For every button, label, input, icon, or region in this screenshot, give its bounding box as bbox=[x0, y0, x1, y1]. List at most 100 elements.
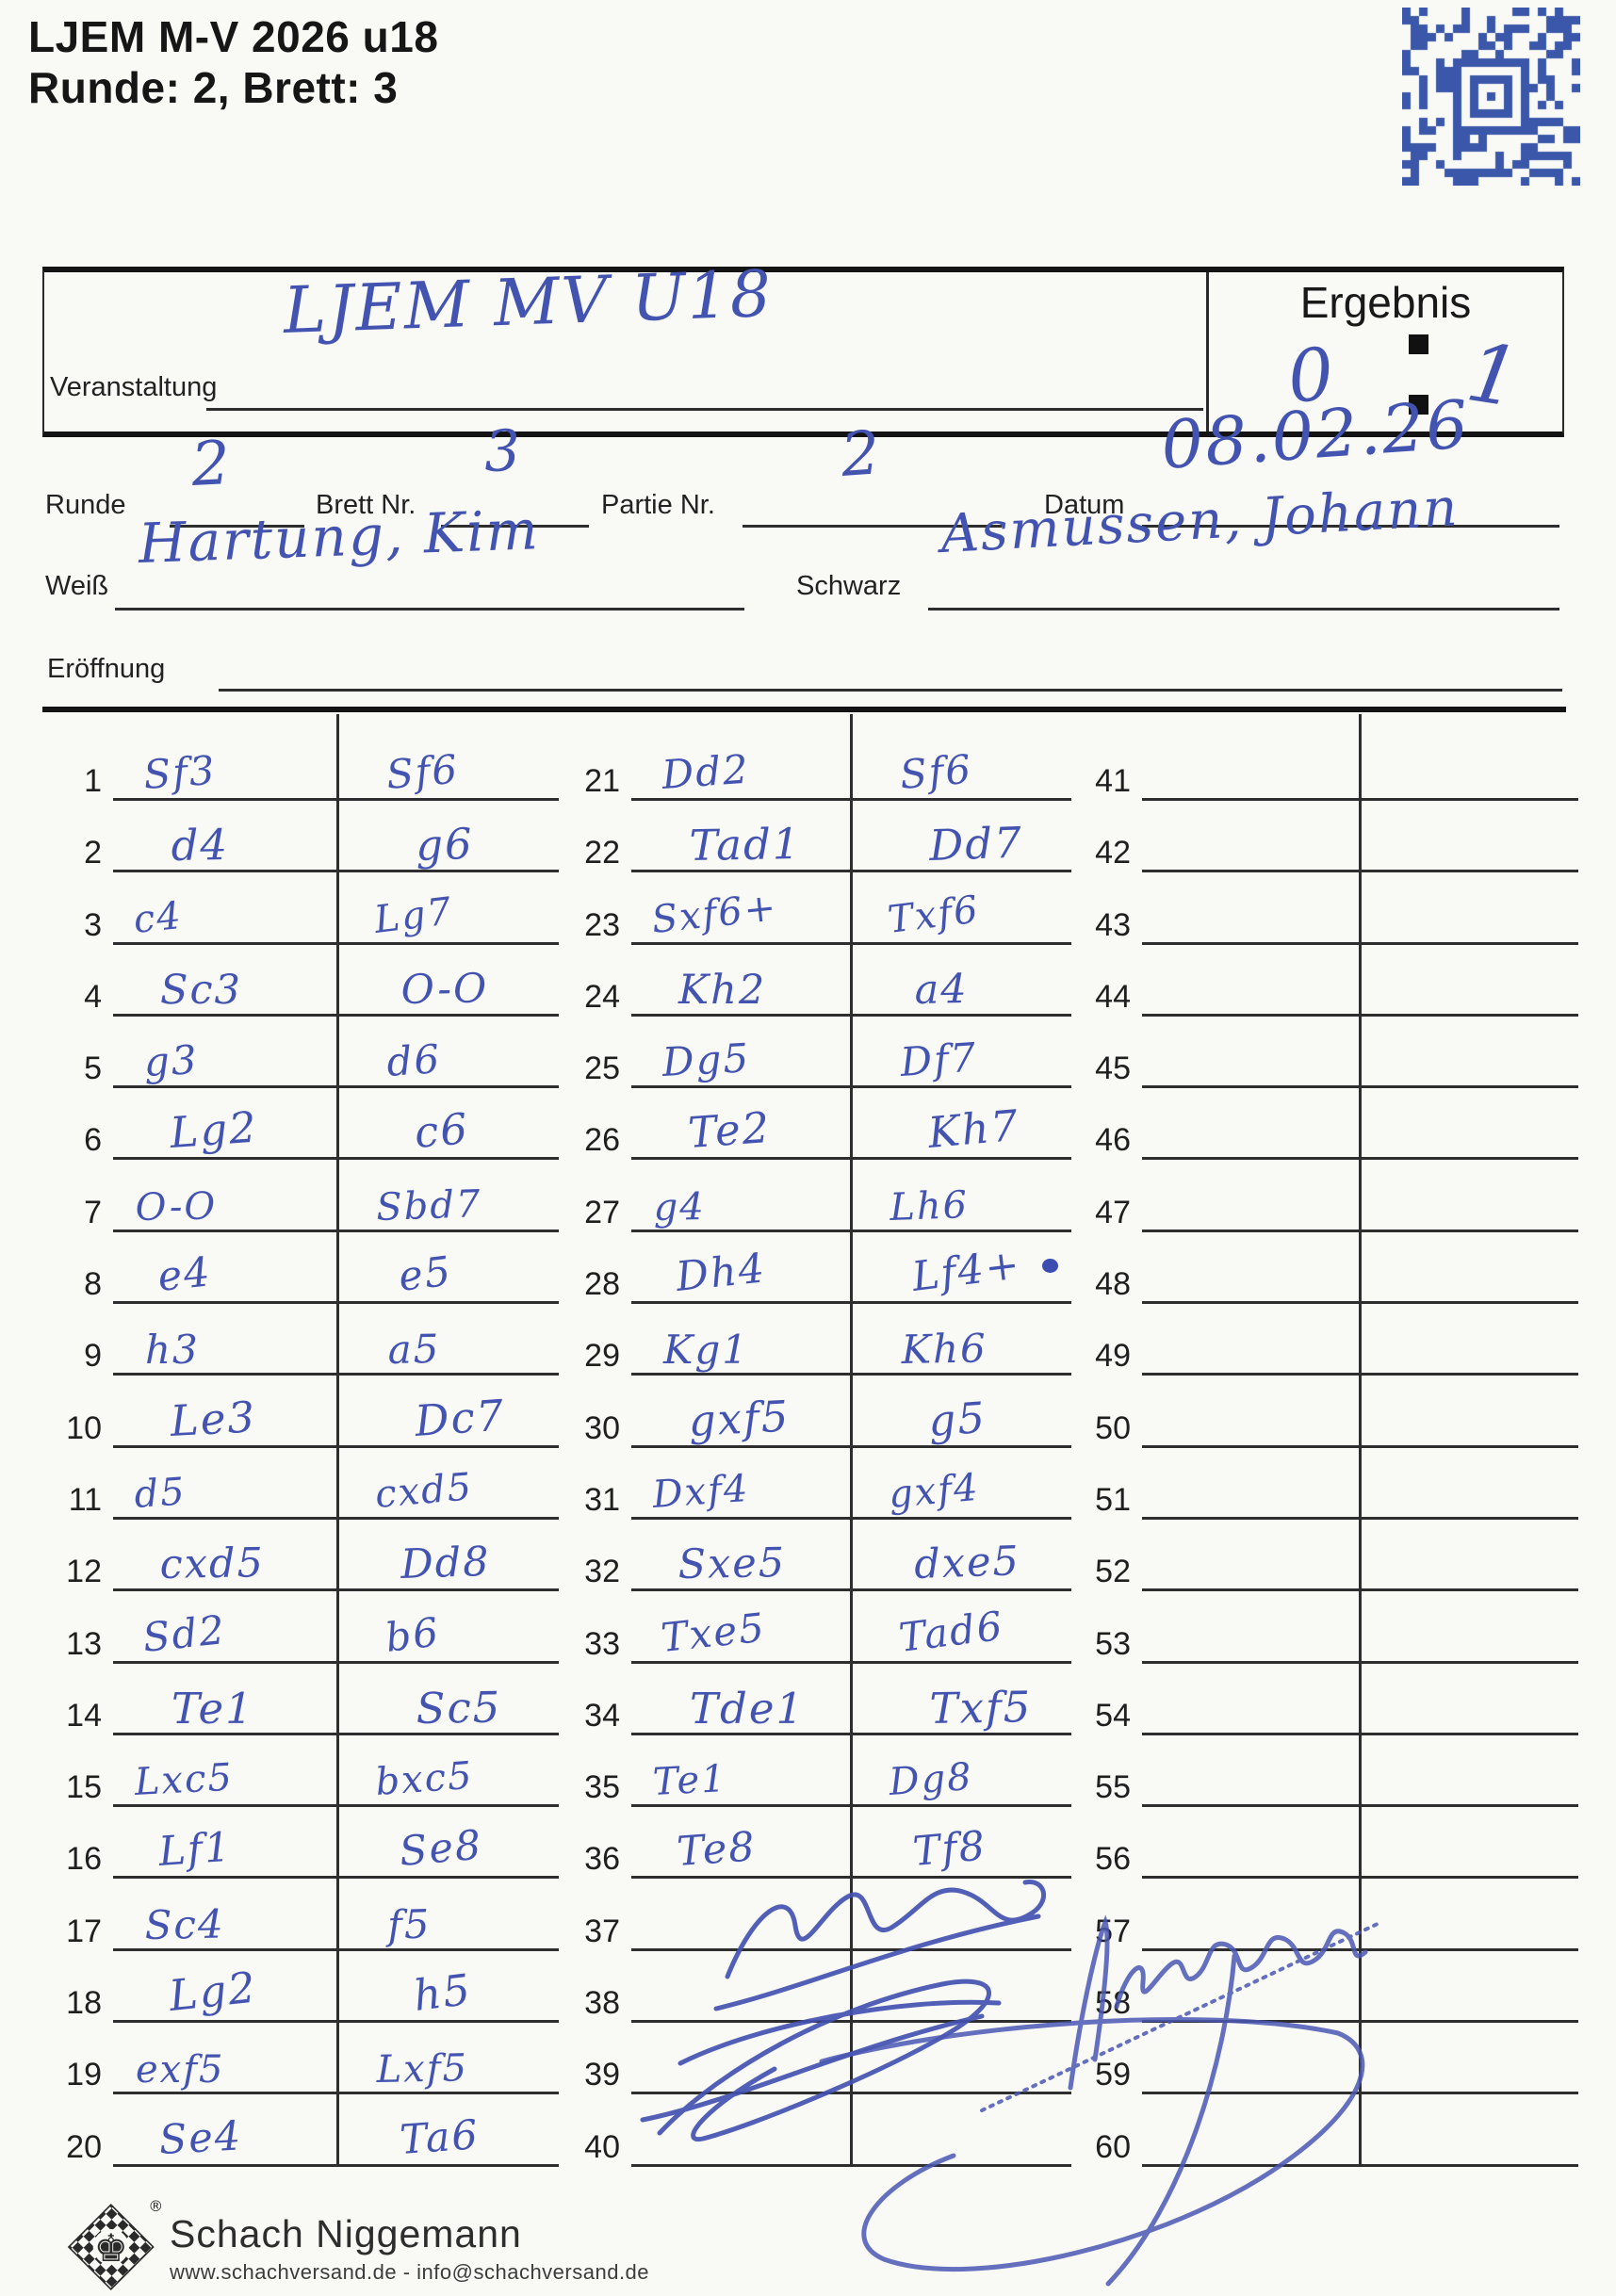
weiss-value: Hartung, Kim bbox=[137, 497, 541, 576]
handwritten-move: g6 bbox=[415, 819, 475, 871]
move-number: 10 bbox=[66, 1409, 102, 1446]
handwritten-move: Tad1 bbox=[689, 819, 802, 871]
move-white-cell: Te1 bbox=[113, 1664, 336, 1735]
svg-text:♚: ♚ bbox=[94, 2227, 128, 2271]
move-white-cell bbox=[1142, 1017, 1359, 1089]
move-row: 31 Dxf4 gxf4 bbox=[578, 1447, 1071, 1520]
move-black-cell: f5 bbox=[336, 1879, 559, 1951]
event-result-box: Veranstaltung LJEM MV U18 Ergebnis 0 1 bbox=[42, 257, 1564, 437]
schwarz-label: Schwarz bbox=[796, 571, 902, 601]
handwritten-move: Dd7 bbox=[928, 817, 1024, 871]
move-white-cell: Dg5 bbox=[631, 1017, 850, 1089]
move-row: 51 bbox=[1086, 1447, 1578, 1520]
handwritten-move: d6 bbox=[384, 1035, 443, 1086]
move-number: 33 bbox=[584, 1625, 620, 1662]
move-number: 14 bbox=[66, 1697, 102, 1734]
handwritten-move: Se4 bbox=[157, 2112, 244, 2164]
handwritten-move: f5 bbox=[386, 1900, 433, 1948]
move-black-cell: Kh6 bbox=[850, 1304, 1071, 1376]
move-white-cell: Lxc5 bbox=[113, 1735, 336, 1808]
move-black-cell: c6 bbox=[336, 1088, 559, 1161]
handwritten-move: Txe5 bbox=[659, 1604, 768, 1661]
move-black-cell bbox=[1359, 1950, 1578, 2024]
registered-mark: ® bbox=[148, 2197, 163, 2215]
move-number: 57 bbox=[1095, 1913, 1131, 1949]
move-black-cell: O-O bbox=[336, 944, 559, 1017]
move-white-cell: Sxf6+ bbox=[631, 872, 850, 945]
move-row: 21 Dd2 Sf6 bbox=[578, 714, 1071, 801]
move-row: 37 bbox=[578, 1879, 1071, 1951]
move-row: 36 Te8 Tf8 bbox=[578, 1807, 1071, 1880]
move-row: 12 cxd5 Dd8 bbox=[52, 1519, 559, 1592]
move-row: 22 Tad1 Dd7 bbox=[578, 801, 1071, 873]
schwarz-value: Asmussen, Johann bbox=[939, 477, 1461, 565]
move-black-cell: Dd8 bbox=[336, 1519, 559, 1592]
move-white-cell: Dh4 bbox=[631, 1232, 850, 1305]
move-row: 44 bbox=[1086, 944, 1578, 1017]
move-row: 6 Lg2 c6 bbox=[52, 1088, 559, 1161]
move-number: 25 bbox=[584, 1050, 620, 1087]
move-white-cell bbox=[631, 1951, 850, 2024]
handwritten-move: Tad6 bbox=[896, 1602, 1006, 1661]
move-number: 13 bbox=[66, 1625, 102, 1662]
handwritten-move: gxf4 bbox=[887, 1465, 982, 1517]
handwritten-move: h3 bbox=[145, 1327, 200, 1374]
handwritten-move: Sc4 bbox=[144, 1900, 226, 1948]
move-number: 24 bbox=[584, 978, 620, 1015]
handwritten-move: Dd8 bbox=[400, 1538, 492, 1589]
move-black-cell bbox=[850, 1950, 1071, 2024]
move-row: 25 Dg5 Df7 bbox=[578, 1016, 1071, 1089]
move-row: 13 Sd2 b6 bbox=[52, 1591, 559, 1664]
move-black-cell bbox=[1359, 2094, 1578, 2167]
handwritten-move: g5 bbox=[926, 1392, 988, 1446]
move-row: 18 Lg2 h5 bbox=[52, 1950, 559, 2024]
move-white-cell: e4 bbox=[113, 1232, 336, 1305]
handwritten-move: Sc3 bbox=[160, 966, 242, 1014]
result-cell: Ergebnis 0 1 bbox=[1206, 272, 1562, 432]
move-row: 45 bbox=[1086, 1016, 1578, 1089]
move-row: 42 bbox=[1086, 801, 1578, 873]
move-white-cell: Lg2 bbox=[113, 1951, 336, 2024]
move-white-cell: Sd2 bbox=[113, 1591, 336, 1664]
move-number: 38 bbox=[584, 1985, 620, 2022]
move-white-cell bbox=[1142, 872, 1359, 945]
footer-brand-block: Schach Niggemann www.schachversand.de - … bbox=[170, 2212, 649, 2285]
move-row: 34 Tde1 Txf5 bbox=[578, 1663, 1071, 1735]
move-black-cell: Sf6 bbox=[850, 714, 1071, 801]
move-row: 19 exf5 Lxf5 bbox=[52, 2023, 559, 2095]
move-white-cell bbox=[1142, 1951, 1359, 2024]
move-white-cell: Lg2 bbox=[113, 1088, 336, 1161]
move-black-cell bbox=[1359, 1591, 1578, 1664]
handwritten-move: Sf6 bbox=[384, 745, 462, 798]
handwritten-move: Lxc5 bbox=[133, 1755, 235, 1805]
datum-line bbox=[1142, 525, 1559, 528]
moves-column-3: 41 42 43 44 45 46 47 48 49 50 51 52 53 54 55 56 57 58 59 60 bbox=[1086, 714, 1578, 2167]
handwritten-move: Txf5 bbox=[929, 1681, 1033, 1734]
move-white-cell: g4 bbox=[631, 1160, 850, 1232]
datum-label: Datum bbox=[1044, 490, 1125, 520]
move-row: 11 d5 cxd5 bbox=[52, 1447, 559, 1520]
move-white-cell: g3 bbox=[113, 1017, 336, 1089]
move-white-cell: Sc4 bbox=[113, 1879, 336, 1951]
handwritten-move: b6 bbox=[383, 1607, 443, 1661]
move-white-cell bbox=[1142, 1088, 1359, 1161]
move-white-cell: Tad1 bbox=[631, 801, 850, 873]
move-number: 44 bbox=[1095, 978, 1131, 1015]
handwritten-move: cxd5 bbox=[159, 1539, 266, 1589]
move-number: 23 bbox=[584, 906, 620, 943]
handwritten-move: Te1 bbox=[171, 1683, 254, 1734]
handwritten-move: d5 bbox=[133, 1470, 188, 1517]
move-white-cell: Se4 bbox=[113, 2094, 336, 2167]
handwritten-move: Lg7 bbox=[371, 888, 456, 942]
table-top-rule bbox=[42, 707, 1566, 712]
move-row: 15 Lxc5 bxc5 bbox=[52, 1734, 559, 1808]
move-row: 4 Sc3 O-O bbox=[52, 944, 559, 1017]
handwritten-move: Sc5 bbox=[416, 1682, 502, 1734]
move-number: 21 bbox=[584, 763, 620, 799]
move-white-cell: d4 bbox=[113, 801, 336, 873]
handwritten-move: Dxf4 bbox=[651, 1466, 751, 1517]
handwritten-move: gxf5 bbox=[687, 1391, 792, 1446]
move-number: 50 bbox=[1095, 1409, 1131, 1446]
handwritten-move: a4 bbox=[914, 965, 970, 1014]
move-black-cell: Se8 bbox=[336, 1807, 559, 1880]
